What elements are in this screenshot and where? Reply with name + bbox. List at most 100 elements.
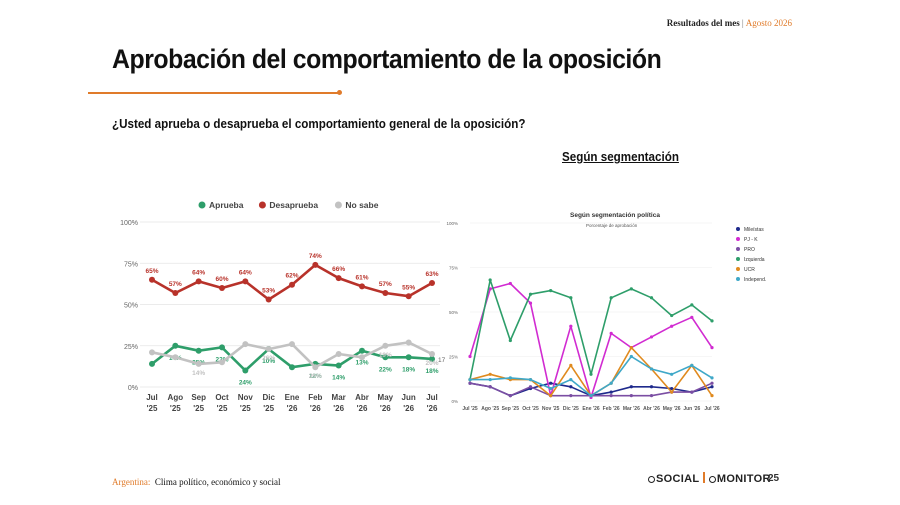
- data-point: [289, 341, 295, 348]
- x-tick-label: '25: [170, 404, 181, 413]
- brand-right: MONITOR: [716, 473, 771, 485]
- x-tick-label: Oct: [215, 393, 229, 402]
- data-point: [195, 278, 202, 285]
- brand-circle-icon-2: [708, 476, 716, 483]
- data-point: [382, 289, 389, 296]
- x-tick-label: Abr: [355, 393, 369, 402]
- data-point: [508, 394, 512, 398]
- legend-label: Independ.: [744, 277, 766, 283]
- x-tick-label: Ene: [285, 393, 300, 402]
- data-point: [609, 296, 613, 300]
- data-point: [429, 355, 435, 362]
- data-point: [195, 347, 202, 354]
- x-tick-label: Jul '25: [462, 406, 478, 412]
- legend-marker: [736, 247, 740, 251]
- data-label: 57%: [379, 281, 392, 288]
- x-tick-label: May '26: [663, 406, 681, 412]
- data-point: [172, 289, 179, 296]
- data-point: [172, 354, 179, 361]
- data-label: 14%: [332, 375, 345, 382]
- data-point: [629, 385, 633, 389]
- data-point: [710, 319, 714, 323]
- data-point: [528, 301, 533, 305]
- data-label: 62%: [285, 273, 298, 280]
- x-tick-label: '25: [217, 404, 228, 413]
- legend-marker: [736, 257, 740, 261]
- x-tick-label: Feb '26: [603, 406, 620, 412]
- data-point: [670, 372, 674, 376]
- x-tick-label: '25: [193, 404, 204, 413]
- header-separator: |: [741, 18, 744, 28]
- data-label: 17: [438, 357, 446, 364]
- data-point: [382, 342, 389, 349]
- legend-marker: [736, 267, 740, 271]
- data-label: 18%: [425, 368, 438, 375]
- data-point: [609, 394, 613, 398]
- legend-marker: [736, 227, 740, 231]
- y-tick-label: 0%: [128, 385, 138, 392]
- data-point: [690, 363, 694, 367]
- data-point: [488, 385, 492, 389]
- data-label: 61%: [355, 274, 368, 281]
- data-label: 14%: [192, 370, 205, 377]
- data-point: [488, 278, 492, 282]
- legend-marker: [736, 277, 740, 281]
- title-underline-dot: [337, 90, 342, 95]
- series-line: [469, 282, 713, 399]
- data-point: [609, 331, 613, 335]
- data-point: [488, 372, 492, 376]
- data-point: [609, 381, 613, 385]
- x-tick-label: Feb: [308, 393, 322, 402]
- data-point: [528, 385, 533, 389]
- data-point: [609, 390, 613, 394]
- x-tick-label: May: [378, 393, 394, 402]
- legend-marker: [198, 201, 206, 209]
- y-tick-label: 75%: [449, 266, 458, 271]
- chart-subtitle: Porcentaje de aprobación: [586, 223, 638, 228]
- x-tick-label: Nov '25: [542, 406, 560, 412]
- data-point: [312, 261, 319, 268]
- data-point: [242, 341, 249, 348]
- data-point: [265, 346, 272, 353]
- data-label: 13%: [355, 360, 368, 367]
- data-label: 26%: [262, 355, 275, 362]
- x-tick-label: Ago '25: [481, 406, 499, 412]
- x-tick-label: Jul: [426, 393, 438, 402]
- data-label: 57%: [169, 281, 182, 288]
- legend-label: PRO: [744, 247, 755, 253]
- legend-marker: [258, 201, 266, 209]
- approval-trend-chart: 0% 25% 50% 75% 100% Jul '25 Ago '25 Sep '25 Oct '25 N…: [120, 200, 446, 413]
- x-tick-label: Jun '26: [683, 406, 700, 412]
- data-point: [670, 390, 674, 394]
- data-point: [649, 394, 654, 398]
- data-point: [405, 354, 412, 361]
- brand-circle-icon: [648, 476, 655, 483]
- data-point: [508, 281, 512, 286]
- data-point: [569, 363, 573, 367]
- data-point: [649, 367, 654, 371]
- x-tick-label: '26: [287, 404, 298, 413]
- data-point: [219, 344, 225, 351]
- data-point: [429, 351, 435, 357]
- data-point: [219, 359, 225, 366]
- data-label: 18%: [402, 366, 415, 373]
- data-point: [629, 394, 633, 398]
- data-point: [359, 354, 365, 361]
- data-point: [359, 347, 365, 354]
- x-tick-label: Oct '25: [522, 406, 539, 412]
- x-tick-label: '26: [380, 404, 391, 413]
- data-label: 64%: [239, 269, 252, 276]
- y-tick-label: 25%: [449, 355, 458, 360]
- data-point: [589, 372, 593, 376]
- page-number: 25: [768, 473, 780, 484]
- data-label: 12%: [309, 373, 322, 380]
- x-tick-label: Jul '26: [704, 406, 720, 412]
- data-label: 19%: [379, 352, 392, 359]
- survey-question: ¿Usted aprueba o desaprueba el comportam…: [112, 117, 526, 131]
- x-tick-label: '25: [263, 404, 274, 413]
- x-tick-label: Mar: [332, 393, 346, 402]
- data-point: [468, 381, 472, 385]
- x-tick-label: '26: [357, 404, 368, 413]
- data-label: 64%: [192, 269, 205, 276]
- x-tick-label: Sep '25: [502, 406, 520, 412]
